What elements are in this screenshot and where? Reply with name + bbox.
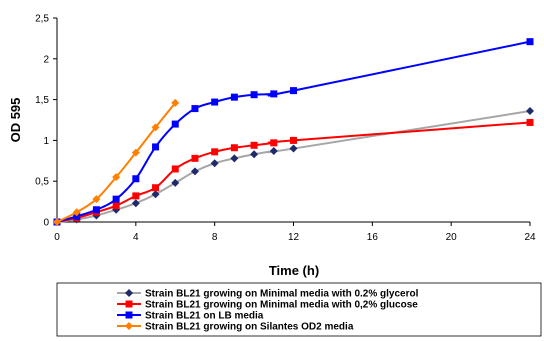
legend: Strain BL21 growing on Minimal media wit… (56, 282, 542, 337)
data-point (92, 195, 101, 204)
series-2 (53, 38, 534, 226)
data-point (151, 123, 160, 132)
data-point (526, 107, 534, 116)
data-point (73, 212, 81, 220)
data-point (210, 159, 219, 168)
legend-label: Strain BL21 growing on Silantes OD2 medi… (145, 322, 354, 333)
data-point (211, 148, 219, 156)
data-point (152, 143, 160, 151)
data-point (132, 175, 140, 183)
y-tick-label: 0,5 (35, 177, 49, 188)
legend-label: Strain BL21 on LB media (145, 311, 264, 322)
data-point (152, 184, 160, 192)
data-point (171, 165, 179, 173)
legend-box (56, 282, 542, 337)
data-point (151, 190, 160, 199)
legend-label: Strain BL21 growing on Minimal media wit… (145, 300, 418, 311)
series-3 (53, 98, 180, 226)
data-point (92, 206, 100, 214)
data-point (53, 218, 61, 226)
data-point (250, 150, 259, 159)
legend-marker (125, 300, 133, 308)
data-point (250, 91, 258, 99)
data-point (112, 173, 121, 182)
data-point (290, 136, 297, 144)
y-tick-label: 2,5 (35, 14, 49, 25)
data-point (132, 192, 140, 200)
data-point (230, 154, 239, 163)
data-point (230, 144, 238, 152)
data-point (250, 141, 258, 149)
data-point (290, 87, 297, 95)
y-tick-label: 1 (43, 136, 49, 147)
data-point (270, 90, 278, 98)
data-point (191, 154, 199, 162)
x-tick-label: 4 (133, 232, 139, 243)
data-point (191, 105, 199, 113)
y-tick-label: 1,5 (35, 95, 49, 106)
legend-marker (125, 289, 133, 297)
x-tick-label: 24 (524, 232, 536, 243)
legend-marker (125, 311, 133, 319)
data-point (526, 38, 534, 46)
data-point (171, 98, 180, 107)
x-tick-label: 8 (212, 232, 218, 243)
x-tick-label: 0 (54, 232, 60, 243)
data-point (270, 139, 278, 147)
legend-label: Strain BL21 growing on Minimal media wit… (145, 289, 419, 300)
data-point (171, 178, 180, 187)
data-point (289, 144, 298, 153)
data-point (131, 148, 140, 157)
data-point (72, 208, 81, 217)
data-point (526, 118, 534, 126)
x-tick-label: 20 (446, 232, 458, 243)
data-point (112, 195, 120, 203)
data-point (190, 167, 199, 176)
data-point (131, 199, 140, 208)
x-tick-label: 12 (288, 232, 300, 243)
legend-marker (125, 322, 133, 330)
data-point (171, 120, 179, 128)
series-layer (53, 38, 534, 226)
y-axis-title: OD 595 (8, 98, 23, 143)
y-tick-label: 0 (43, 218, 49, 229)
data-point (112, 202, 120, 210)
x-tick-label: 16 (367, 232, 379, 243)
x-axis-title: Time (h) (269, 263, 319, 278)
data-point (230, 93, 238, 101)
data-point (269, 147, 278, 156)
y-tick-label: 2 (43, 54, 49, 65)
data-point (211, 98, 219, 106)
